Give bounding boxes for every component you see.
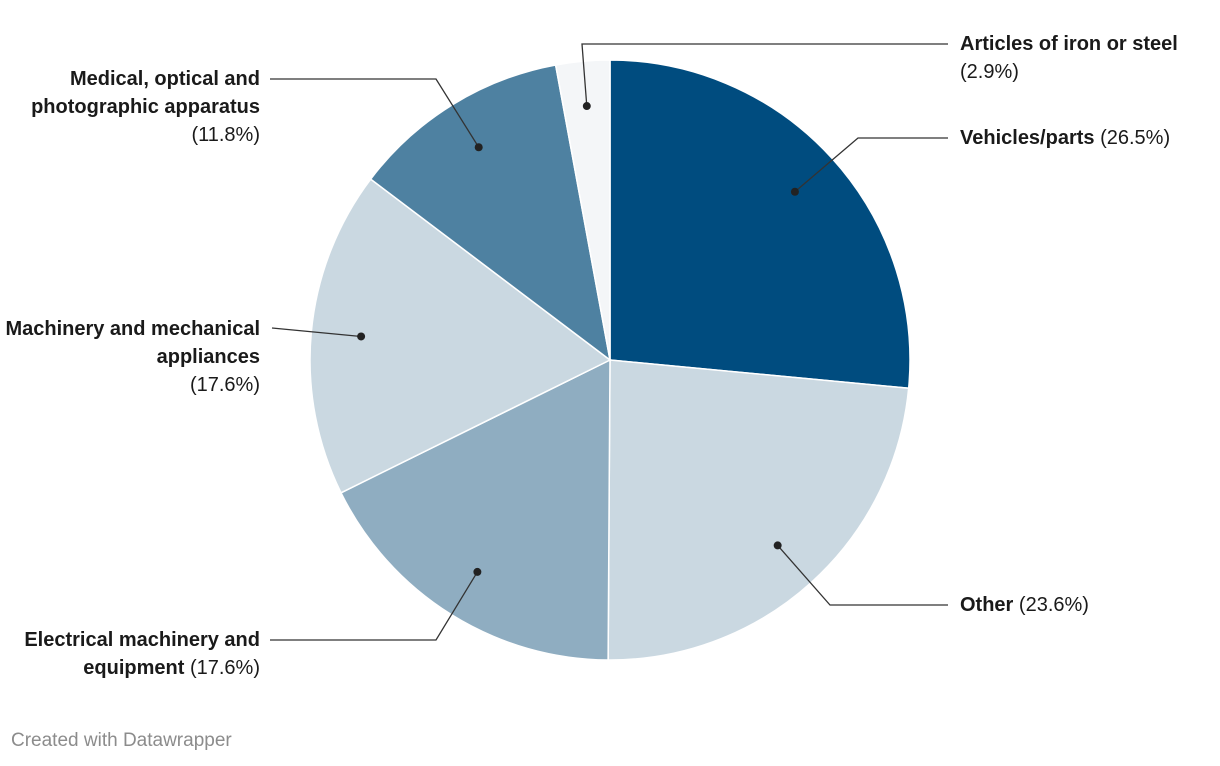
leader-line-articles-iron-steel (581, 43, 948, 107)
label-medical-optical: Medical, optical and photographic appara… (31, 68, 260, 146)
pie-slice-vehicles-parts (609, 59, 911, 390)
leader-line-machinery-mechanical (271, 327, 362, 338)
leader-dot-articles-iron-steel (582, 102, 591, 111)
leader-dot-electrical-machinery (473, 567, 482, 576)
pie-slice-electrical-machinery (340, 358, 611, 661)
leader-dot-other (773, 541, 782, 550)
label-vehicles-parts: Vehicles/parts (26.5%) (960, 127, 1171, 149)
datawrapper-credit: Created with Datawrapper (11, 730, 232, 751)
leader-line-medical-optical (270, 78, 480, 148)
pie-slice-other (607, 359, 910, 661)
label-machinery-mechanical: Machinery and mechanical appliances (17.6… (5, 318, 260, 396)
label-other: Other (23.6%) (960, 594, 1089, 616)
leader-line-vehicles-parts (794, 137, 948, 193)
leader-line-other (777, 545, 948, 606)
leader-dot-medical-optical (474, 143, 483, 152)
leader-dot-machinery-mechanical (357, 332, 366, 341)
label-articles-iron-steel: Articles of iron or steel (2.9%) (960, 33, 1178, 83)
leader-dot-vehicles-parts (790, 187, 799, 196)
label-electrical-machinery: Electrical machinery and equipment (17.6… (24, 629, 260, 679)
leader-line-electrical-machinery (270, 571, 478, 641)
